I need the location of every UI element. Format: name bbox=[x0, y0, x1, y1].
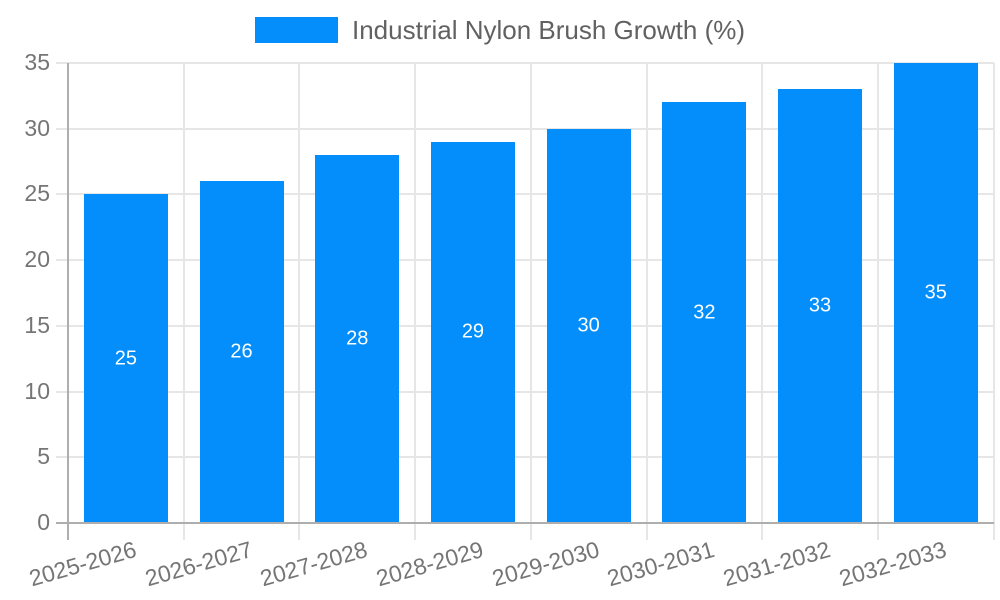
x-axis-tick-label: 2026-2027 bbox=[141, 536, 255, 592]
x-gridline bbox=[645, 63, 648, 540]
y-gridline bbox=[56, 62, 994, 64]
y-axis-tick-label: 10 bbox=[24, 377, 50, 404]
x-axis-tick-label: 2027-2028 bbox=[257, 536, 371, 592]
y-axis-tick-label: 20 bbox=[24, 246, 50, 273]
y-axis-tick-label: 15 bbox=[24, 311, 50, 338]
x-axis-tick-label: 2028-2029 bbox=[373, 536, 487, 592]
y-axis-line bbox=[67, 63, 69, 540]
bar-2028-2029[interactable] bbox=[430, 141, 515, 523]
bar-2026-2027[interactable] bbox=[199, 181, 284, 523]
x-axis-tick-label: 2031-2032 bbox=[720, 536, 834, 592]
bar-value-label: 25 bbox=[114, 347, 137, 370]
x-gridline bbox=[414, 63, 417, 540]
chart-legend[interactable]: Industrial Nylon Brush Growth (%) bbox=[0, 16, 1000, 44]
y-gridline bbox=[56, 127, 994, 130]
y-gridline bbox=[56, 390, 994, 393]
x-axis-tick-label: 2025-2026 bbox=[26, 536, 140, 592]
bar-2030-2031[interactable] bbox=[662, 102, 747, 523]
bar-2031-2032[interactable] bbox=[778, 89, 863, 523]
bar-value-label: 32 bbox=[693, 301, 716, 324]
x-axis-tick-label: 2032-2033 bbox=[836, 536, 949, 592]
y-axis-tick-label: 0 bbox=[37, 509, 50, 535]
y-gridline bbox=[56, 456, 994, 459]
x-axis-line bbox=[56, 522, 994, 524]
y-axis-tick-label: 5 bbox=[37, 443, 50, 470]
x-gridline bbox=[182, 63, 185, 540]
y-axis-tick-label: 35 bbox=[24, 49, 50, 75]
x-axis-tick-label: 2029-2030 bbox=[488, 536, 602, 592]
y-gridline bbox=[56, 259, 994, 262]
bar-2025-2026[interactable] bbox=[83, 194, 168, 523]
bar-value-label: 29 bbox=[461, 320, 485, 343]
x-gridline bbox=[992, 63, 995, 540]
bar-2032-2033[interactable] bbox=[893, 63, 978, 523]
bar-value-label: 33 bbox=[808, 294, 832, 317]
bar-value-label: 28 bbox=[346, 327, 369, 350]
bar-value-label: 30 bbox=[577, 314, 600, 337]
bar-2027-2028[interactable] bbox=[315, 155, 400, 523]
x-gridline bbox=[529, 63, 532, 540]
bar-2029-2030[interactable] bbox=[546, 128, 631, 523]
y-gridline bbox=[56, 193, 994, 196]
legend-swatch[interactable] bbox=[254, 17, 338, 43]
x-gridline bbox=[298, 63, 301, 540]
y-axis-tick-label: 30 bbox=[24, 114, 50, 141]
y-gridline bbox=[56, 324, 994, 327]
x-axis-tick-label: 2030-2031 bbox=[604, 536, 718, 592]
x-gridline bbox=[761, 63, 764, 540]
bar-value-label: 35 bbox=[924, 281, 947, 304]
legend-label[interactable]: Industrial Nylon Brush Growth (%) bbox=[351, 15, 746, 45]
x-gridline bbox=[876, 63, 879, 540]
y-axis-tick-label: 25 bbox=[24, 180, 50, 207]
bar-value-label: 26 bbox=[230, 340, 253, 363]
